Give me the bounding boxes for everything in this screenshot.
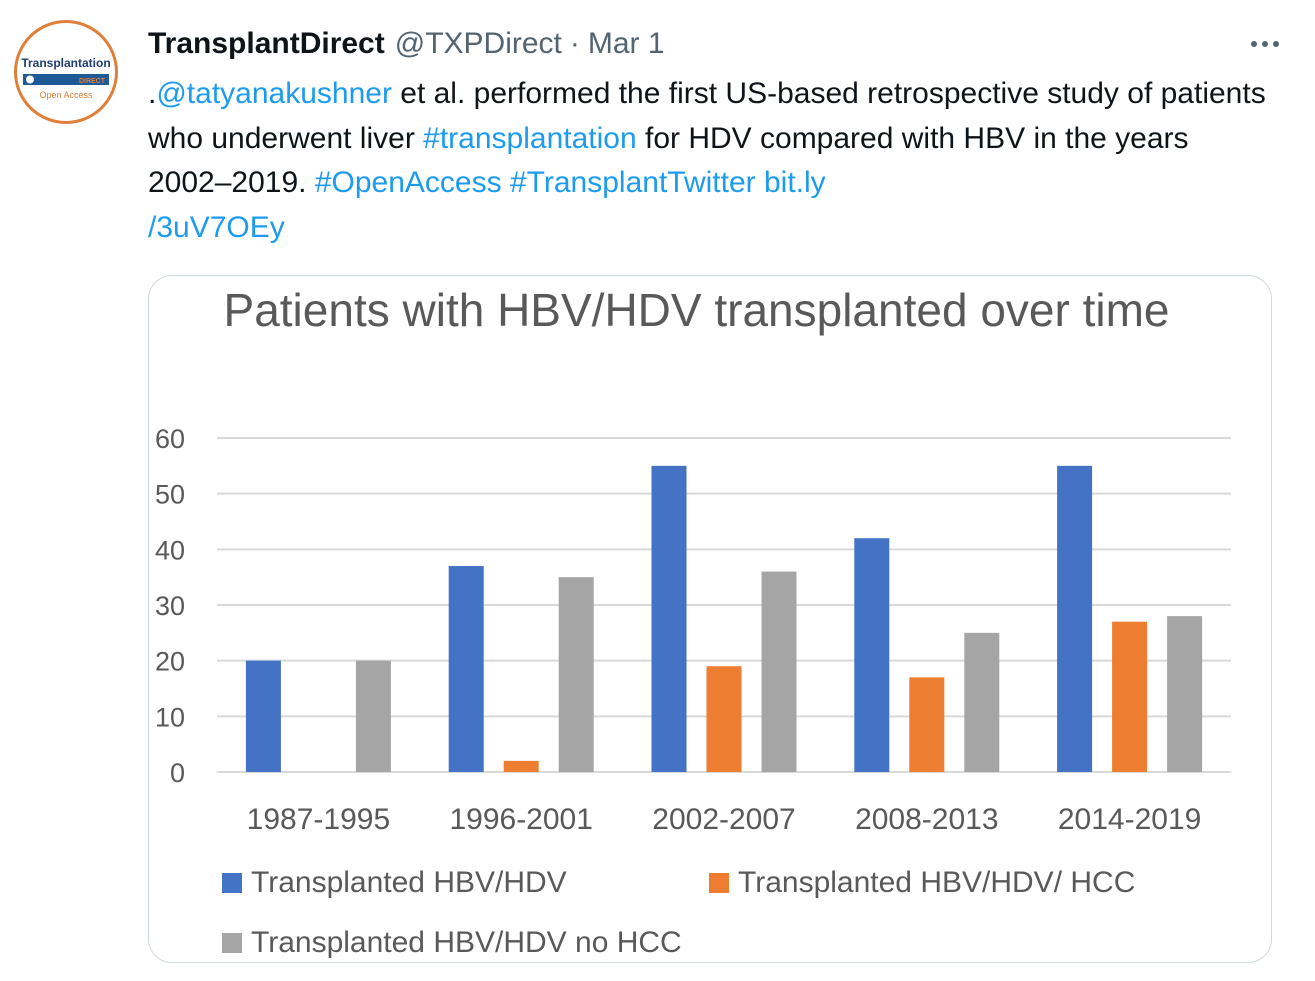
y-tick-label: 10 (155, 702, 185, 732)
short-url-link[interactable]: bit.ly/3uV7OEy (148, 166, 826, 244)
bar (355, 660, 391, 772)
hashtag-openaccess[interactable]: #OpenAccess (314, 166, 502, 199)
legend-label-hcc: Transplanted HBV/HDV/ HCC (738, 866, 1136, 899)
media-image[interactable]: Patients with HBV/HDV transplanted over … (148, 275, 1272, 963)
tweet-text: .@tatyanakushner et al. performed the fi… (148, 72, 1268, 250)
text-part-1: et al. performed the first US-based retr… (148, 77, 1266, 155)
legend-swatch-hcc (709, 873, 729, 893)
avatar[interactable]: Transplantation DIRECT Open Access (14, 20, 118, 124)
bar (1057, 465, 1093, 772)
y-tick-label: 50 (155, 480, 185, 510)
legend-item-hbv-hdv: Transplanted HBV/HDV (222, 866, 567, 900)
bar (909, 677, 945, 772)
chart-title: Patients with HBV/HDV transplanted over … (223, 284, 1170, 336)
legend-item-hcc: Transplanted HBV/HDV/ HCC (709, 866, 1135, 900)
x-tick-label: 2008-2013 (855, 803, 998, 836)
hashtag-transplanttwitter[interactable]: #TransplantTwitter (509, 166, 756, 199)
bar (558, 577, 594, 772)
bar (245, 660, 281, 772)
x-tick-label: 2002-2007 (652, 803, 795, 836)
y-tick-label: 60 (155, 424, 185, 454)
chart-svg: 0 10 20 30 40 50 60 1987-1995 1996-2001 2002-2007… (155, 424, 1231, 836)
legend-swatch-no-hcc (222, 933, 242, 953)
short-url-part-2: /3uV7OEy (148, 210, 285, 244)
bar (1167, 616, 1203, 772)
bar (964, 632, 1000, 772)
avatar-brand-text: Transplantation (21, 56, 110, 70)
y-tick-label: 30 (155, 591, 185, 621)
avatar-dot-icon (26, 75, 34, 84)
separator-dot: · (569, 27, 580, 60)
avatar-bar (23, 74, 109, 85)
author-handle[interactable]: @TXPDirect (394, 27, 562, 60)
y-tick-label: 0 (170, 758, 185, 788)
x-tick-label: 2014-2019 (1058, 803, 1201, 836)
short-url-part-1: bit.ly (763, 166, 826, 199)
bar (706, 666, 742, 772)
legend-swatch-hbv-hdv (222, 873, 242, 893)
tweet-header: TransplantDirect @TXPDirect · Mar 1 (148, 24, 1275, 64)
bar (761, 571, 797, 772)
y-tick-label: 40 (155, 535, 185, 565)
avatar-tagline-text: Open Access (39, 90, 93, 100)
more-horizontal-icon[interactable] (1243, 26, 1287, 62)
x-tick-label: 1996-2001 (449, 803, 592, 836)
legend-item-no-hcc: Transplanted HBV/HDV no HCC (222, 926, 682, 960)
mention-link[interactable]: @tatyanakushner (156, 77, 392, 110)
bar (448, 566, 484, 772)
text-part-2: for HDV compared with HBV in the years 2… (148, 121, 1189, 200)
author-name[interactable]: TransplantDirect (148, 27, 385, 60)
bar (503, 760, 539, 772)
tweet-date[interactable]: Mar 1 (587, 27, 665, 60)
bar (651, 465, 687, 772)
y-tick-label: 20 (155, 647, 185, 677)
bar (854, 538, 890, 772)
text-prefix: . (148, 77, 157, 110)
legend-label-no-hcc: Transplanted HBV/HDV no HCC (251, 926, 682, 959)
x-tick-label: 1987-1995 (247, 803, 390, 836)
legend-label-hbv-hdv: Transplanted HBV/HDV (251, 866, 567, 899)
hashtag-transplantation[interactable]: #transplantation (423, 121, 637, 155)
bar (1112, 621, 1148, 772)
avatar-sub-text: DIRECT (79, 78, 106, 85)
